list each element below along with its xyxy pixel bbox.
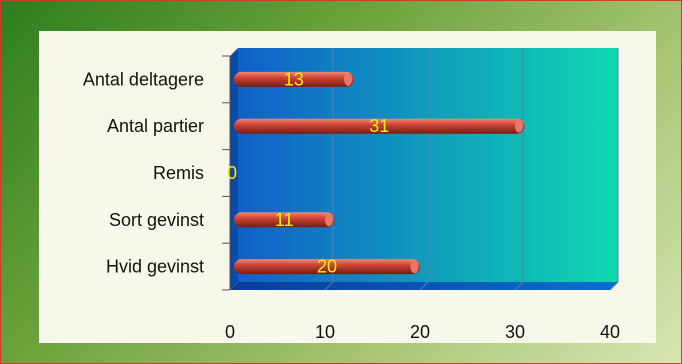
x-tick-label: 30 — [505, 322, 525, 342]
gridline-floor — [514, 281, 524, 291]
data-label: 0 — [227, 163, 237, 183]
bar-cap — [344, 72, 352, 86]
x-tick-label: 20 — [410, 322, 430, 342]
data-label: 31 — [369, 116, 389, 136]
data-label: 13 — [284, 69, 304, 89]
category-label: Antal deltagere — [83, 69, 204, 89]
bar-cap — [325, 213, 333, 227]
gridline-floor — [609, 281, 619, 291]
gridline-floor — [324, 281, 334, 291]
data-label: 20 — [317, 257, 337, 277]
plot-side-wall — [230, 48, 238, 290]
gridline-floor — [419, 281, 429, 291]
x-tick-label: 40 — [600, 322, 620, 342]
bar-cap — [410, 260, 419, 274]
category-label: Hvid gevinst — [106, 257, 204, 277]
bar — [234, 71, 354, 87]
bar-cap — [515, 119, 523, 133]
x-tick-label: 10 — [315, 322, 335, 342]
bar — [234, 212, 335, 228]
bar — [234, 118, 525, 134]
category-label: Sort gevinst — [109, 210, 204, 230]
bar — [234, 259, 420, 275]
category-label: Antal partier — [107, 116, 204, 136]
data-label: 11 — [275, 210, 294, 230]
x-tick-label: 0 — [225, 322, 235, 342]
category-label: Remis — [153, 163, 204, 183]
